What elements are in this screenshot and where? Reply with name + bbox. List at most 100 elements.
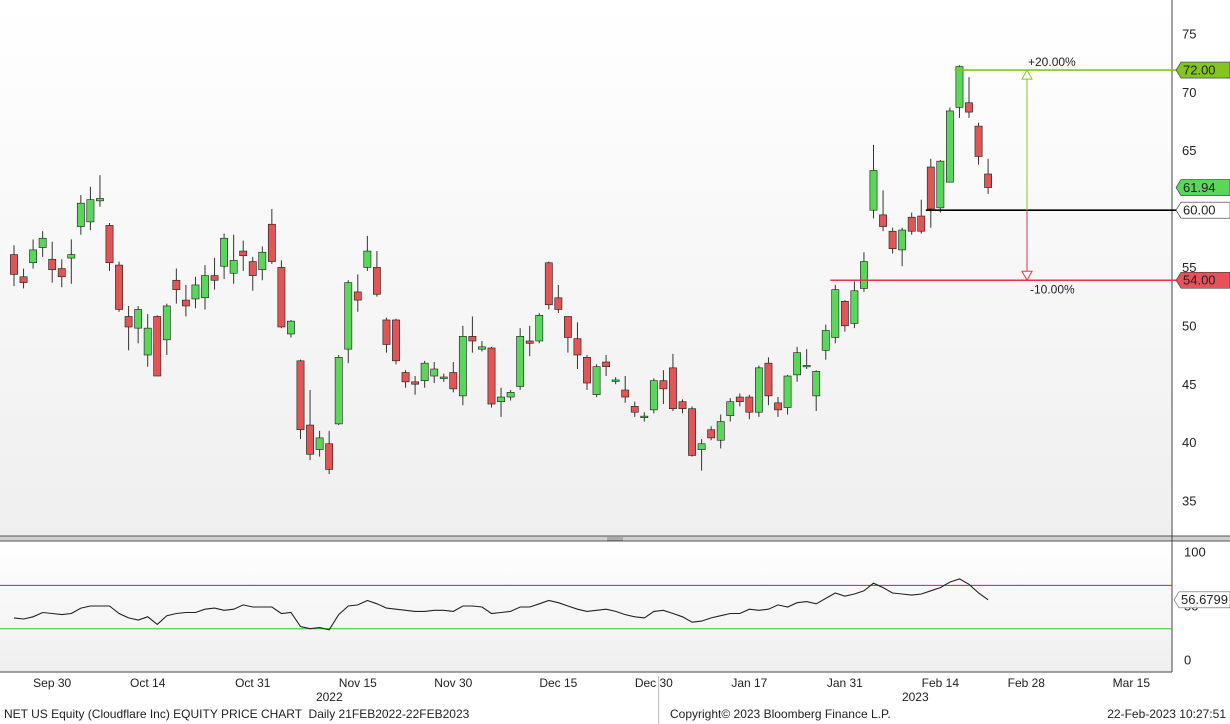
candle-body [143, 327, 152, 356]
candle-body [516, 336, 525, 387]
candle-body [793, 352, 801, 376]
y-tick-label: 45 [1182, 377, 1196, 392]
candle-body [153, 316, 162, 377]
candle-body [688, 408, 696, 456]
last-value-label: 56.6799 [1181, 592, 1228, 607]
candle-body [239, 250, 248, 257]
candle-body [926, 166, 935, 210]
candle-body [955, 66, 964, 108]
candle-body [201, 275, 209, 299]
x-tick-label: Nov 30 [434, 676, 472, 690]
y-tick-label: 50 [1182, 318, 1196, 333]
grid-layer [0, 584, 1172, 724]
candle-body [573, 338, 582, 356]
candle-body [850, 290, 859, 324]
candle-body [420, 362, 429, 381]
year-label: 2022 [316, 690, 343, 704]
candle-body [248, 261, 257, 276]
candle-body [888, 230, 897, 250]
candle-body [29, 249, 37, 264]
candle-body [220, 237, 228, 267]
level-label: 72.00 [1183, 63, 1216, 78]
candle-body [430, 368, 439, 377]
rsi-line [13, 578, 989, 631]
candle-body [325, 443, 334, 470]
y-tick-label: 65 [1182, 143, 1196, 158]
candle-body [802, 365, 811, 368]
year-label: 2023 [902, 690, 929, 704]
candle-body [525, 340, 534, 344]
candle-body [315, 437, 324, 450]
candle-body [783, 375, 792, 408]
candle-body [554, 297, 563, 310]
candle-body [401, 372, 410, 383]
candle-body [191, 284, 200, 300]
candle-body [735, 396, 744, 403]
y-tick-label: 70 [1182, 85, 1196, 100]
candle-body [716, 421, 725, 441]
candle-body [172, 279, 181, 290]
x-tick-label: Sep 30 [33, 676, 71, 690]
candle-body [649, 380, 658, 411]
candle-body [497, 396, 505, 403]
candle-body [678, 401, 687, 410]
annotation: +20.00% [1028, 55, 1076, 69]
candle-body [726, 401, 735, 417]
x-tick-label: Oct 31 [235, 676, 271, 690]
x-tick-label: Dec 15 [539, 676, 577, 690]
candle-body [563, 316, 572, 338]
candle-body [812, 371, 821, 397]
last-price-label: 61.94 [1183, 180, 1216, 195]
candle-body [258, 251, 267, 271]
level-label: 60.00 [1183, 203, 1216, 218]
candle-body [306, 424, 314, 455]
marks-layer [10, 65, 1176, 631]
footer-timestamp: 22-Feb-2023 10:27:51 [1107, 707, 1226, 721]
level-label-box [1175, 271, 1230, 289]
candle-body [124, 316, 133, 328]
candle-body [10, 254, 18, 275]
candle-body [86, 199, 95, 223]
x-tick-label: Mar 15 [1113, 676, 1151, 690]
arrow-head [1021, 69, 1033, 80]
candle-body [907, 216, 916, 232]
candle-body [860, 261, 868, 289]
candle-body [38, 237, 47, 248]
candle-body [487, 347, 496, 405]
candle-body [984, 173, 992, 188]
candle-body [535, 314, 544, 342]
candle-body [392, 319, 400, 362]
y-tick-label: 0 [1184, 653, 1191, 668]
candle-body [229, 260, 238, 274]
candle-body [182, 299, 190, 307]
candle-body [764, 362, 773, 397]
level-label: 54.00 [1183, 273, 1216, 288]
candle-body [630, 406, 639, 413]
x-tick-label: Feb 14 [922, 676, 960, 690]
candle-body [162, 305, 171, 341]
candle-body [57, 268, 66, 278]
annotation: -10.00% [1030, 282, 1075, 296]
y-tick-label: 100 [1184, 544, 1206, 559]
candle-body [363, 250, 372, 268]
candle-body [707, 429, 716, 439]
candle-body [583, 357, 591, 384]
candle-body [439, 376, 448, 379]
candle-body [458, 336, 467, 397]
candle-body [287, 320, 295, 335]
level-label-box [1175, 61, 1230, 79]
last-value-box [1173, 591, 1230, 609]
candle-body [76, 202, 85, 227]
x-tick-label: Jan 17 [731, 676, 767, 690]
x-tick-label: Feb 28 [1008, 676, 1046, 690]
last-price-box [1175, 179, 1230, 196]
candle-body [974, 125, 983, 157]
candle-body [115, 264, 123, 310]
y-tick-label: 40 [1182, 435, 1196, 450]
x-tick-label: Jan 31 [827, 676, 863, 690]
candle-body [353, 291, 362, 301]
candle-body [506, 392, 515, 398]
candle-body [478, 346, 486, 350]
